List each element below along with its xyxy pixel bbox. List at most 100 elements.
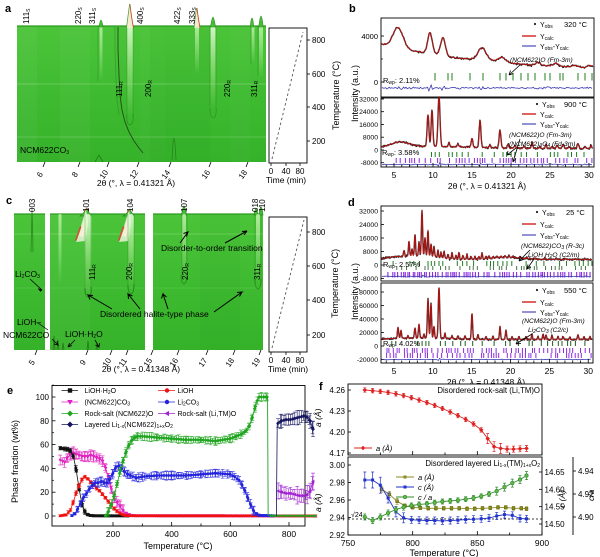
svg-text:24000: 24000 — [359, 109, 378, 116]
svg-text:c / a: c / a — [418, 493, 432, 502]
svg-text:400: 400 — [165, 529, 179, 539]
svg-text:400S: 400S — [136, 7, 146, 24]
svg-text:c (Å): c (Å) — [418, 483, 434, 492]
svg-text:e: e — [7, 385, 13, 397]
svg-text:32000: 32000 — [359, 97, 378, 104]
svg-text:Rwp: 2.11%: Rwp: 2.11% — [383, 76, 420, 86]
svg-text:900: 900 — [535, 538, 549, 548]
svg-text:Ycalc: Ycalc — [540, 112, 554, 120]
svg-text:003: 003 — [28, 198, 37, 212]
svg-text:110: 110 — [258, 199, 267, 212]
svg-text:107: 107 — [180, 198, 189, 212]
svg-text:111R: 111R — [88, 264, 98, 280]
svg-text:c: c — [6, 195, 12, 207]
svg-text:2θ (°, λ = 0.41348 Å): 2θ (°, λ = 0.41348 Å) — [102, 364, 180, 374]
svg-text:√24: √24 — [351, 511, 363, 519]
svg-text:-20000: -20000 — [357, 357, 378, 364]
svg-text:Disordered rock-salt (Li,TM)O: Disordered rock-salt (Li,TM)O — [437, 386, 540, 395]
svg-text:20: 20 — [506, 366, 516, 376]
svg-text:Yobs-Ycalc: Yobs-Ycalc — [540, 310, 569, 318]
svg-text:4.23: 4.23 — [329, 407, 345, 416]
svg-text:(NCM622)O (Fm-3m): (NCM622)O (Fm-3m) — [522, 318, 585, 325]
svg-text:Time (min): Time (min) — [268, 364, 308, 374]
svg-text:24000: 24000 — [359, 222, 378, 229]
svg-text:2.96: 2.96 — [329, 496, 345, 505]
svg-text:9: 9 — [78, 358, 88, 367]
svg-text:(NCM622)CO3: (NCM622)CO3 — [85, 400, 131, 408]
svg-text:Yobs: Yobs — [542, 210, 555, 218]
svg-text:3.00: 3.00 — [329, 461, 345, 470]
svg-text:14.60: 14.60 — [545, 485, 566, 494]
svg-text:2θ (°, λ = 0.41321 Å): 2θ (°, λ = 0.41321 Å) — [448, 181, 526, 191]
svg-text:(NCM622)CO3 (R-3c): (NCM622)CO3 (R-3c) — [521, 243, 584, 251]
svg-text:Disordered layered Li1-x(TM)1+: Disordered layered Li1-x(TM)1+xO2 — [425, 459, 540, 469]
svg-text:311S: 311S — [88, 7, 98, 24]
svg-text:5: 5 — [392, 366, 397, 376]
svg-text:Yobs-Ycalc: Yobs-Ycalc — [540, 122, 569, 130]
svg-text:4000: 4000 — [361, 32, 378, 41]
svg-text:6: 6 — [35, 170, 45, 179]
svg-text:4.17: 4.17 — [329, 449, 345, 458]
svg-text:311R: 311R — [253, 263, 263, 280]
svg-text:LiOH: LiOH — [178, 388, 194, 395]
svg-text:Ycalc: Ycalc — [540, 34, 554, 42]
svg-text:2θ (°, λ = 0.41348 Å): 2θ (°, λ = 0.41348 Å) — [447, 377, 525, 387]
svg-text:333S: 333S — [188, 7, 198, 24]
svg-text:0: 0 — [374, 148, 378, 155]
svg-text:Rock-salt (NCM622)O: Rock-salt (NCM622)O — [85, 411, 154, 418]
svg-text:Ycalc: Ycalc — [540, 300, 554, 308]
svg-text:800: 800 — [312, 228, 326, 237]
svg-text:0: 0 — [374, 78, 378, 87]
svg-text:14.50: 14.50 — [545, 520, 566, 529]
svg-text:40: 40 — [40, 464, 49, 473]
svg-text:311R: 311R — [250, 80, 260, 97]
svg-text:0: 0 — [374, 263, 378, 270]
svg-text:Temperature (°C): Temperature (°C) — [330, 249, 340, 318]
svg-text:-8000: -8000 — [361, 160, 379, 167]
svg-text:LiOH–: LiOH– — [17, 317, 41, 327]
svg-text:220R: 220R — [223, 80, 233, 97]
svg-text:5: 5 — [392, 170, 397, 180]
svg-text:a (Å): a (Å) — [313, 493, 323, 512]
svg-text:14.55: 14.55 — [545, 503, 566, 512]
svg-text:200R: 200R — [144, 80, 154, 97]
svg-text:0: 0 — [45, 512, 50, 521]
svg-text:80000: 80000 — [359, 290, 378, 297]
svg-text:320 °C: 320 °C — [564, 20, 588, 29]
svg-text:40000: 40000 — [359, 317, 378, 324]
svg-text:220R: 220R — [181, 263, 191, 280]
svg-text:200: 200 — [312, 331, 326, 340]
svg-text:Intensity (a.u.): Intensity (a.u.) — [350, 65, 360, 122]
svg-text:Rock-salt (Li,TM)O: Rock-salt (Li,TM)O — [178, 411, 237, 418]
svg-text:32000: 32000 — [359, 209, 378, 216]
svg-text:Yobs-Ycalc: Yobs-Ycalc — [540, 233, 569, 241]
svg-text:200: 200 — [312, 137, 326, 146]
svg-text:Yobs: Yobs — [540, 22, 553, 30]
svg-text:Disorder-to-order transition: Disorder-to-order transition — [161, 243, 263, 253]
svg-text:2.98: 2.98 — [329, 479, 345, 488]
svg-text:600: 600 — [312, 262, 326, 271]
svg-text:800: 800 — [282, 529, 296, 539]
svg-text:850: 850 — [470, 538, 484, 548]
svg-text:Ycalc: Ycalc — [540, 222, 554, 230]
svg-text:Intensity (a.u.): Intensity (a.u.) — [350, 263, 360, 320]
svg-text:Yobs: Yobs — [542, 288, 555, 296]
svg-text:40: 40 — [282, 356, 291, 365]
svg-text:a: a — [5, 3, 12, 15]
svg-text:2.92: 2.92 — [329, 531, 345, 540]
svg-text:2.94: 2.94 — [329, 514, 345, 523]
svg-text:25: 25 — [545, 366, 555, 376]
svg-text:900 °C: 900 °C — [564, 100, 588, 109]
svg-text:a (Å): a (Å) — [376, 444, 393, 453]
svg-text:80: 80 — [40, 417, 49, 426]
svg-text:20: 20 — [506, 170, 516, 180]
svg-text:15: 15 — [467, 170, 477, 180]
svg-text:100: 100 — [36, 393, 50, 402]
svg-text:018: 018 — [251, 198, 260, 212]
svg-text:4.92: 4.92 — [578, 490, 594, 499]
svg-text:Yobs: Yobs — [542, 102, 555, 110]
svg-text:20000: 20000 — [359, 330, 378, 337]
svg-text:80: 80 — [296, 167, 305, 176]
svg-text:80: 80 — [296, 356, 305, 365]
svg-text:600: 600 — [312, 70, 326, 79]
